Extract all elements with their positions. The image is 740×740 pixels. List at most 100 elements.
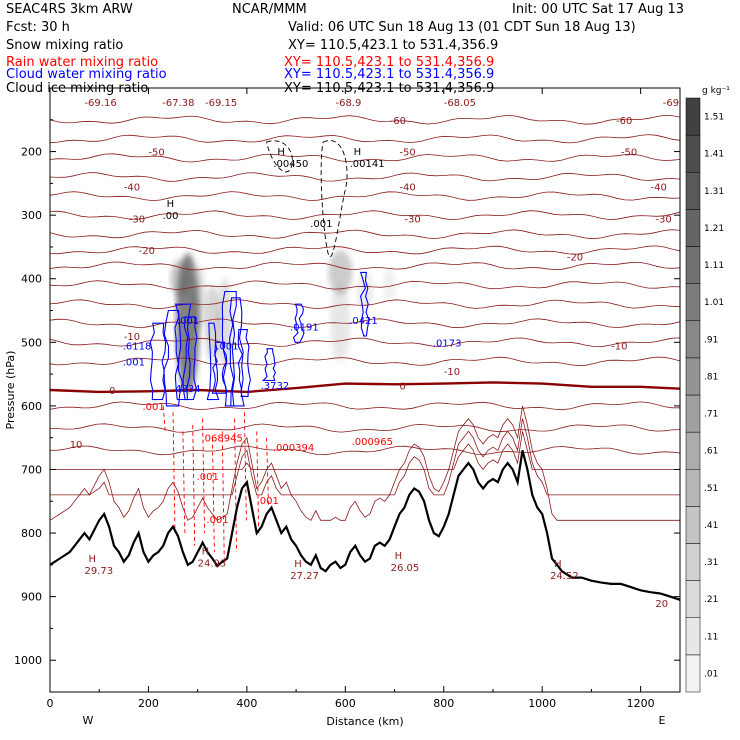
rain-label: .001 [197, 472, 219, 483]
temperature-label: -50 [148, 148, 164, 159]
temperature-label: -50 [621, 148, 637, 159]
isotherm-line [50, 337, 680, 348]
top-temperature-value: -68.05 [444, 98, 476, 109]
max-value: 24.52 [550, 571, 579, 582]
colorbar-cell [685, 431, 701, 470]
colorbar-label: .01 [704, 669, 718, 679]
isotherm-line [50, 210, 680, 221]
cloud-water-contour [261, 348, 277, 382]
colorbar-label: 1.01 [704, 298, 724, 308]
colorbar-cell [685, 246, 701, 284]
isotherm-line [50, 261, 680, 271]
temperature-label: -20 [139, 246, 155, 257]
rain-contour [221, 431, 225, 559]
temperature-label: -30 [129, 214, 145, 225]
isotherm-line [50, 401, 680, 411]
rain-contour [256, 431, 260, 534]
temperature-label: -10 [124, 332, 140, 343]
colorbar-cell [685, 283, 701, 321]
temperature-label: -40 [399, 183, 415, 194]
cloud-water-label: .0173 [433, 338, 462, 349]
cloud-water-contours [149, 271, 370, 407]
snow-label: .00141 [350, 159, 385, 170]
colorbar-cell [685, 134, 701, 173]
west-label: W [83, 714, 94, 727]
cloud-water-contour [206, 322, 220, 401]
y-tick-label: 600 [21, 400, 42, 413]
top-temperature-value: -69.15 [205, 98, 237, 109]
temperature-label: 20 [655, 599, 668, 610]
colorbar-cell [685, 654, 701, 693]
snow-max-marker: H [167, 199, 175, 210]
rain-label: .000965 [352, 437, 393, 448]
colorbar-label: 1.51 [704, 113, 724, 123]
colorbar-label: 1.41 [704, 150, 724, 160]
ice-blob [328, 250, 353, 295]
valid-time: Valid: 06 UTC Sun 18 Aug 13 (01 CDT Sun … [288, 20, 636, 35]
cloud-water-label: .0191 [290, 322, 319, 333]
colorbar-cell [685, 357, 701, 396]
colorbar-label: .21 [704, 595, 718, 605]
top-temperature-value: -69.16 [84, 98, 116, 109]
rain-label: .001 [142, 402, 164, 413]
colorbar-label: 1.21 [704, 224, 724, 234]
snow-contours [266, 140, 348, 258]
y-tick-label: 1000 [14, 654, 42, 667]
x-tick-label: 0 [47, 697, 54, 710]
cloud-water-label: .0421 [349, 316, 378, 327]
y-tick-label: 500 [21, 336, 42, 349]
isotherm-line [50, 153, 680, 163]
x-tick-label: 400 [236, 697, 257, 710]
max-marker: H [554, 559, 562, 570]
max-marker: H [88, 554, 96, 565]
legend-rain: Rain water mixing ratio [6, 55, 158, 70]
colorbar-cell [685, 97, 701, 136]
isotherm-line [50, 431, 680, 471]
colorbar-cell [685, 543, 701, 581]
cloud-water-contour [163, 309, 183, 407]
y-axis-label: Pressure (hPa) [4, 351, 17, 430]
x-tick-label: 200 [138, 697, 159, 710]
x-tick-label: 800 [433, 697, 454, 710]
colorbar: .01 .11 .21 .31 .41 .51 .61 .71 .81 .91 1.01 1.11 1.… [685, 97, 724, 693]
plot-frame [49, 87, 681, 693]
cloud-water-contour [182, 316, 198, 401]
isotherm-line [50, 405, 680, 521]
isotherm-line [50, 229, 680, 240]
isotherm-line [50, 134, 680, 144]
ice-blob [383, 269, 396, 301]
temperature-label: -10 [611, 341, 627, 352]
temperature-label: -50 [399, 148, 415, 159]
x-tick-label: 600 [335, 697, 356, 710]
legend-cloud-water-xy: XY= 110.5,423.1 to 531.4,356.9 [284, 67, 494, 82]
colorbar-unit: g kg⁻¹ [702, 86, 730, 96]
isotherm-line [50, 318, 680, 329]
top-temperature-value: -67.38 [162, 98, 194, 109]
max-value: 29.73 [84, 566, 113, 577]
colorbar-label: .61 [704, 447, 718, 457]
temperature-label: -40 [650, 183, 666, 194]
isotherm-line [50, 418, 680, 496]
rain-contour [192, 424, 196, 546]
colorbar-cell [685, 506, 701, 544]
max-value: 24.93 [198, 558, 227, 569]
max-value: 27.27 [290, 571, 319, 582]
top-temperature-value: -68.9 [335, 98, 361, 109]
max-value: 26.05 [391, 563, 420, 574]
east-label: E [659, 714, 666, 727]
x-axis-label: Distance (km) [326, 715, 403, 728]
temperature-label: -30 [655, 214, 671, 225]
isotherm-line [50, 191, 680, 202]
temperature-contours [50, 114, 680, 521]
colorbar-label: .91 [704, 335, 718, 345]
snow-max-marker: H [277, 147, 285, 158]
cloud-water-contour [229, 297, 245, 407]
isotherm-line [50, 172, 680, 182]
zero-isotherm [50, 381, 680, 394]
max-marker: H [202, 546, 210, 557]
cloud-water-contour [237, 329, 251, 397]
temperature-label: 0 [109, 386, 115, 397]
model-title: SEAC4RS 3km ARW [6, 2, 133, 17]
colorbar-cell [685, 469, 701, 507]
isotherm-line [50, 245, 680, 255]
